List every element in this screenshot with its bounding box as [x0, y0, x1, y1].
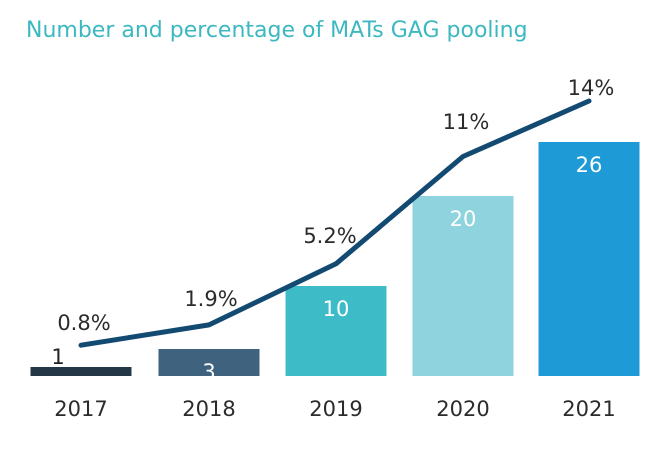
line-value-label-2019: 5.2%: [303, 224, 356, 248]
bar-value-label-2021: 26: [576, 153, 603, 177]
bar-value-label-2019: 10: [323, 297, 350, 321]
bar-2017: [30, 367, 132, 376]
bar-value-label-2018: 3: [202, 360, 215, 384]
line-value-label-2017: 0.8%: [57, 311, 110, 335]
bars-layer: [30, 142, 640, 376]
line-value-label-2021: 14%: [568, 76, 615, 100]
x-tick-label-2021: 2021: [562, 397, 615, 421]
bar-2021: [538, 142, 640, 376]
x-tick-label-2019: 2019: [309, 397, 362, 421]
line-layer: [78, 98, 592, 348]
bar-2020: [412, 196, 514, 376]
bar-value-label-2020: 20: [450, 207, 477, 231]
labels-layer: 12017320181020192020202620210.8%1.9%5.2%…: [51, 76, 615, 421]
bar-2019: [285, 286, 387, 376]
chart-title: Number and percentage of MATs GAG poolin…: [26, 18, 528, 43]
line-value-label-2018: 1.9%: [184, 287, 237, 311]
bar-2018: [158, 349, 260, 376]
line-value-label-2020: 11%: [443, 110, 490, 134]
x-tick-label-2020: 2020: [436, 397, 489, 421]
percentage-line: [78, 98, 592, 348]
x-tick-label-2018: 2018: [182, 397, 235, 421]
x-tick-label-2017: 2017: [54, 397, 107, 421]
bar-value-label-2017: 1: [51, 345, 64, 369]
